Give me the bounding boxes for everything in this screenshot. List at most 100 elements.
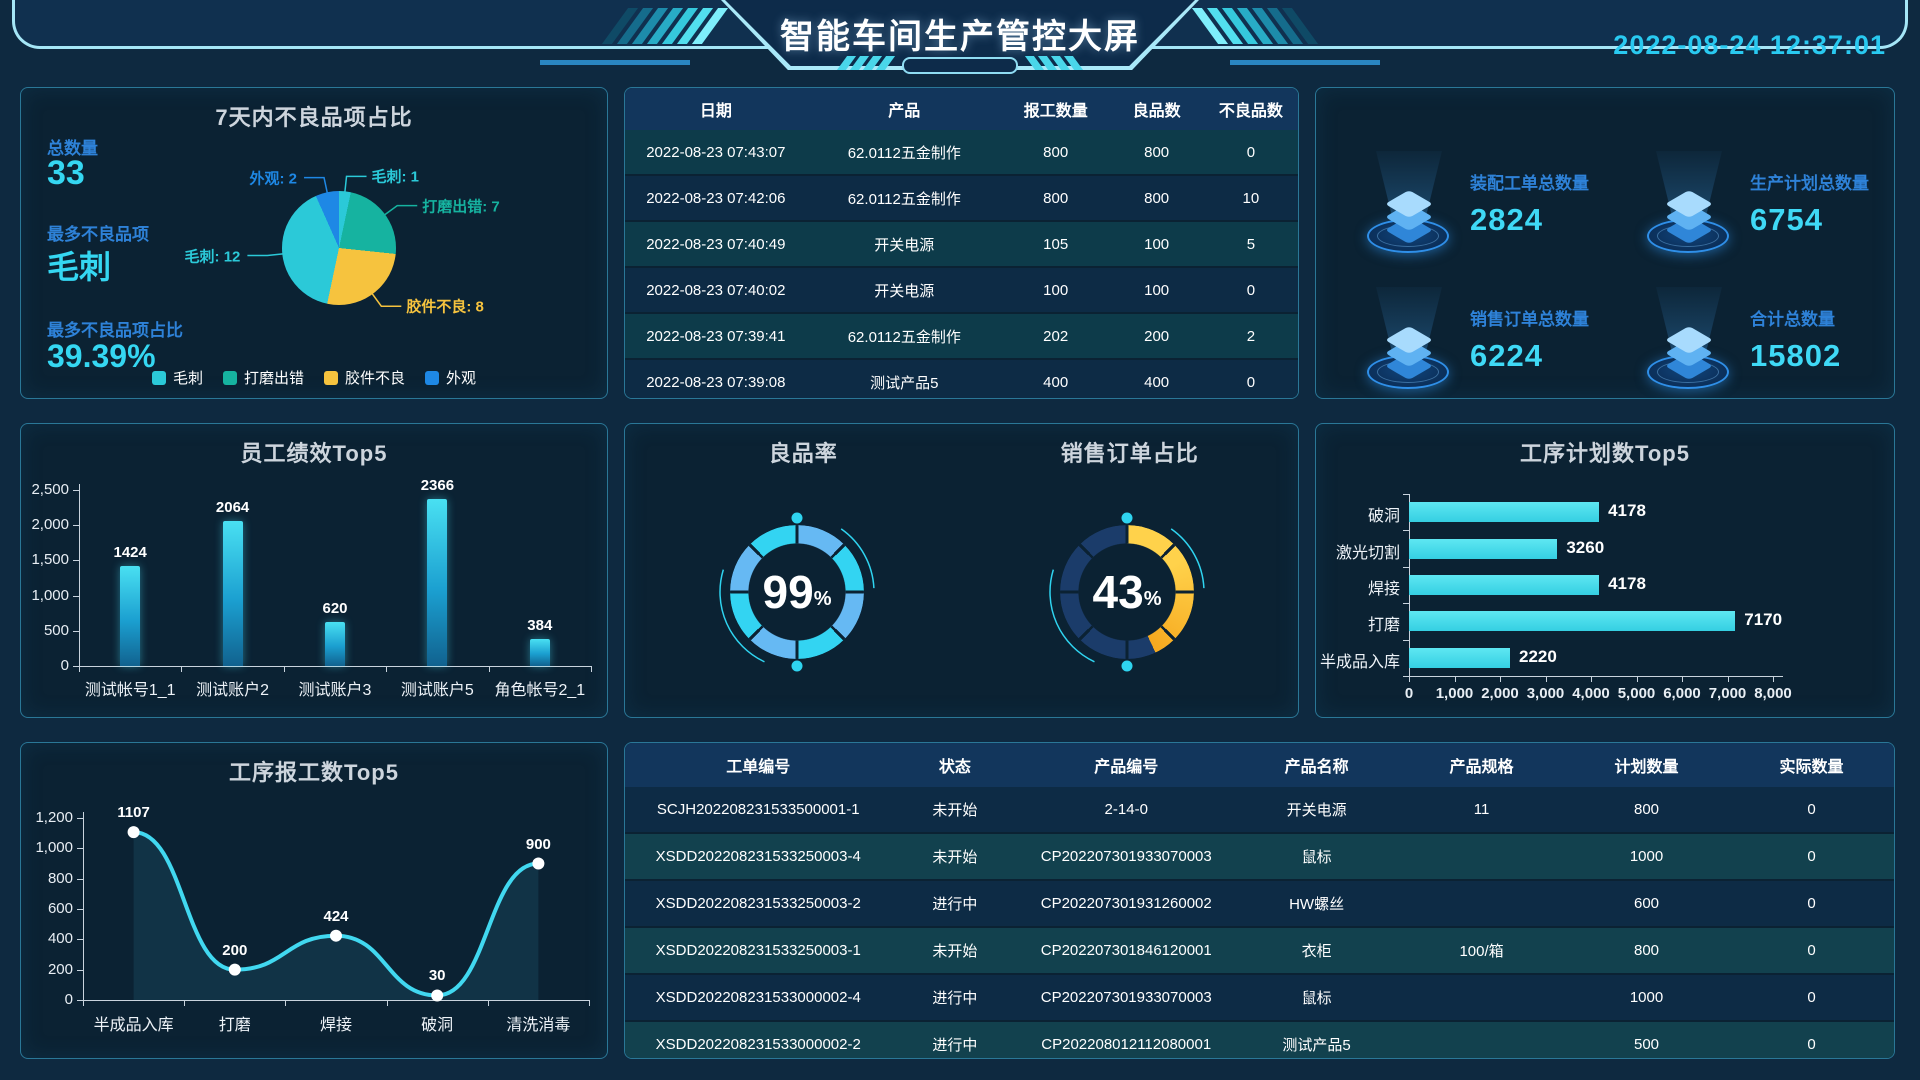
panel-title: 销售订单占比: [1060, 441, 1199, 466]
table-cell: 800: [1001, 130, 1110, 176]
table-cell: 2022-08-23 07:42:06: [625, 175, 807, 222]
stat-card-label: 生产计划总数量: [1750, 173, 1869, 193]
y-tick: [1403, 676, 1409, 677]
y-tick-label: 1,000: [31, 586, 69, 604]
bar: [427, 499, 448, 666]
table-cell: 100/箱: [1399, 927, 1565, 975]
table-cell: 10: [1203, 175, 1298, 222]
table-cell: 2-14-0: [1018, 787, 1235, 834]
x-tick-label: 7,000: [1708, 685, 1747, 702]
stat-value: 毛刺: [47, 249, 112, 285]
stat-card-value: 6224: [1470, 337, 1543, 373]
x-tick: [589, 1000, 590, 1006]
header-right-bar: [1230, 60, 1380, 65]
y-tick: [1403, 566, 1409, 568]
panel-title: 员工绩效Top5: [240, 441, 388, 466]
panel-process-report-top5: 工序报工数Top5 0 200 400 600 800 1,000 1,200 1107 半成品…: [20, 742, 608, 1059]
x-tick: [1682, 676, 1683, 682]
legend-item: 打磨出错: [222, 367, 304, 388]
table-cell: 62.0112五金制作: [806, 313, 1002, 360]
bar: [529, 638, 550, 666]
column-header: 计划数量: [1564, 743, 1729, 787]
header-left-bar: [540, 60, 690, 65]
point-value-label: 200: [222, 941, 248, 959]
column-header: 良品数: [1109, 88, 1204, 130]
stat-card-label: 销售订单总数量: [1470, 309, 1589, 329]
bar-value-label: 384: [527, 616, 553, 634]
stat-card-text: 装配工单总数量 2824: [1470, 169, 1589, 238]
table-cell: 衣柜: [1234, 927, 1400, 975]
table-cell: 0: [1729, 927, 1894, 975]
table-row: 2022-08-23 07:40:49 开关电源 105 100 5: [625, 221, 1298, 268]
title-right-ministripes-icon: [1024, 56, 1084, 70]
table-cell: [1399, 833, 1565, 881]
x-tick: [79, 666, 80, 672]
table-cell: XSDD202208231533250003-2: [625, 880, 892, 928]
bar: [120, 565, 141, 666]
bar-value-label: 1424: [113, 543, 147, 561]
legend-swatch-icon: [324, 370, 338, 385]
pie-slice-label: 毛刺: 12: [184, 248, 241, 266]
table-cell: 100: [1109, 267, 1204, 314]
y-tick: [73, 595, 79, 597]
x-tick-label: 6,000: [1663, 685, 1701, 702]
table-cell: 800: [1109, 175, 1204, 222]
y-tick: [77, 1000, 83, 1001]
stat-card-value: 2824: [1470, 201, 1543, 237]
table-cell: XSDD202208231533250003-4: [625, 833, 892, 881]
legend-swatch-icon: [425, 370, 440, 385]
table-cell: 62.0112五金制作: [806, 130, 1002, 176]
gauge-charts: 99% 43%: [625, 424, 1298, 717]
bar-value-label: 4178: [1608, 574, 1646, 593]
bar: [1409, 502, 1600, 523]
x-tick: [487, 1000, 489, 1006]
y-tick-label: 0: [64, 991, 73, 1008]
table-cell: 0: [1729, 880, 1894, 928]
table-cell: 0: [1729, 1021, 1894, 1058]
table-cell: 2022-08-23 07:39:41: [625, 313, 807, 360]
x-tick: [591, 666, 592, 672]
x-tick: [386, 666, 388, 672]
x-tick: [1727, 676, 1729, 682]
table-row: SCJH202208231533500001-1 未开始 2-14-0 开关电源 11 8…: [625, 787, 1894, 834]
x-tick-label: 8,000: [1754, 685, 1792, 702]
x-tick: [1636, 676, 1638, 682]
table-row: 2022-08-23 07:39:08 测试产品5 400 400 0: [625, 359, 1298, 398]
table-cell: 测试产品5: [1234, 1021, 1400, 1058]
gauge-value: 99%: [722, 517, 872, 667]
bar: [222, 520, 243, 666]
table-cell: 800: [1564, 787, 1729, 834]
stat-card-text: 生产计划总数量 6754: [1750, 169, 1869, 238]
y-tick: [73, 630, 79, 632]
x-category-label: 角色帐号2_1: [494, 682, 586, 699]
column-header: 产品编号: [1018, 743, 1235, 787]
panel-title: 7天内不良品项占比: [215, 105, 413, 130]
table-cell: 鼠标: [1234, 833, 1400, 881]
column-header: 产品: [806, 88, 1002, 130]
x-category-label: 打磨: [218, 1017, 251, 1034]
y-tick-label: 800: [47, 869, 73, 887]
table-row: 2022-08-23 07:40:02 开关电源 100 100 0: [625, 267, 1298, 314]
stat-label: 最多不良品项: [47, 225, 149, 244]
table-cell: 鼠标: [1234, 974, 1400, 1022]
stacked-layers-icon: [1366, 287, 1452, 391]
table-cell: 62.0112五金制作: [806, 175, 1002, 222]
panel-totals: 装配工单总数量 2824 生产计划总数量 6754 销售订单总数量 6224 合计总数量 15…: [1315, 87, 1895, 399]
x-tick: [181, 666, 183, 672]
stat-card: 装配工单总数量 2824: [1366, 144, 1616, 262]
x-tick: [386, 1000, 388, 1006]
y-tick: [77, 818, 83, 819]
gauge-number: 43: [1092, 566, 1144, 618]
legend-label: 打磨出错: [243, 370, 304, 387]
legend-label: 毛刺: [172, 370, 203, 387]
table-cell: 未开始: [891, 787, 1019, 834]
table-cell: 105: [1001, 221, 1110, 268]
x-tick: [1454, 676, 1456, 682]
table-cell: 600: [1564, 880, 1729, 928]
pie-legend: 毛刺 打磨出错 胶件不良 外观: [21, 367, 607, 388]
y-axis: [79, 484, 80, 666]
table-cell: 1000: [1564, 974, 1729, 1022]
x-tick: [488, 666, 490, 672]
x-tick: [184, 1000, 186, 1006]
y-tick-label: 1,000: [35, 839, 73, 857]
